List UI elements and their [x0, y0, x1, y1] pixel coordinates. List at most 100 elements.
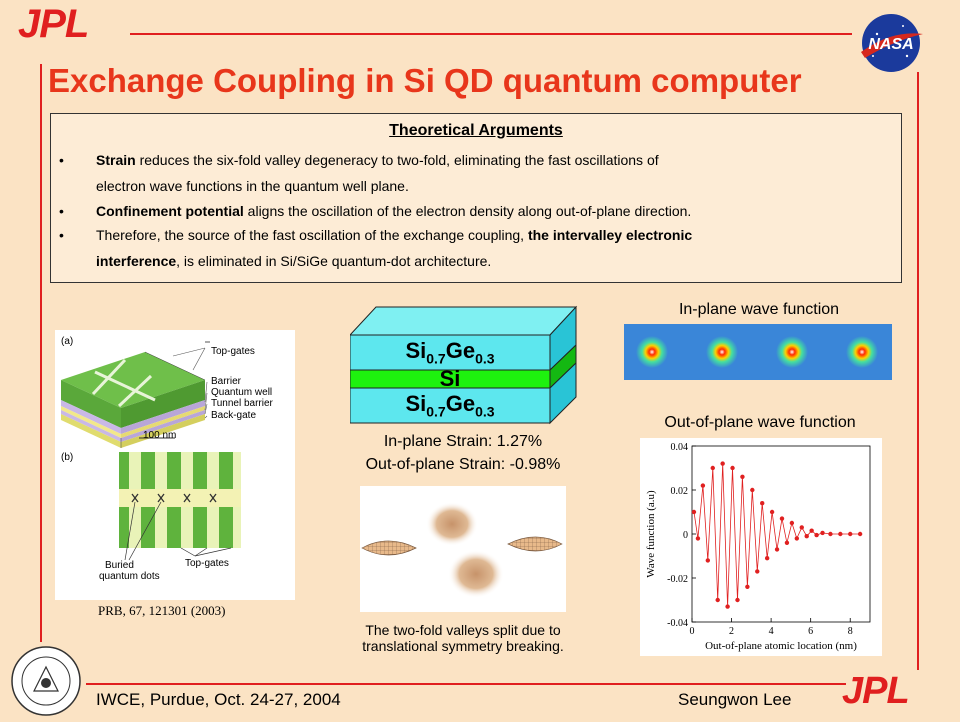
wave-data-point: [799, 525, 804, 530]
wave-data-point: [755, 569, 760, 574]
in-plane-title: In-plane wave function: [678, 301, 840, 318]
wave-data-point: [804, 534, 809, 539]
bottom-layer-ge: Ge: [445, 391, 476, 416]
wave-data-point: [789, 520, 795, 526]
wave-data-point: [740, 474, 745, 479]
bottom-layer-ge-fraction: 0.3: [475, 403, 495, 420]
bullet-text: reduces the six-fold valley degeneracy t…: [135, 152, 659, 168]
bottom-layer-si: Si: [405, 391, 427, 416]
wave-data-point: [705, 558, 711, 563]
nasa-logo-text: NASA: [868, 36, 913, 53]
wave-data-point: [774, 547, 780, 552]
bottom-layer-label: Si0.7Ge0.3: [350, 391, 550, 419]
label-back-gate: Back-gate: [211, 410, 257, 421]
x-tick-label: 0: [690, 626, 695, 637]
scale-bar-label: 100 nm: [143, 430, 177, 441]
wave-data-point: [710, 465, 715, 471]
top-layer-si: Si: [405, 338, 427, 363]
in-plane-image: [624, 324, 892, 380]
wave-data-point: [730, 465, 735, 471]
x-tick-label: 2: [729, 626, 734, 637]
top-layer-label: Si0.7Ge0.3: [350, 338, 550, 366]
footer-author: Seungwon Lee: [678, 690, 792, 709]
wave-data-point: [764, 556, 770, 561]
wave-data-point: [779, 516, 785, 521]
bottom-rule: [86, 683, 846, 685]
left-rule: [40, 64, 42, 642]
label-quantum-well: Quantum well: [211, 387, 273, 398]
arguments-box: Theoretical Arguments • Strain reduces t…: [50, 113, 902, 283]
wave-data-point: [848, 531, 853, 537]
bullet-strain: • Strain reduces the six-fold valley deg…: [59, 147, 879, 199]
valley-caption: The two-fold valleys split due to transl…: [318, 622, 608, 654]
strain-out-of-plane: Out-of-plane Strain: -0.98%: [365, 456, 561, 473]
wave-data-point: [725, 604, 730, 609]
bullet-bold: Confinement potential: [96, 203, 244, 219]
bullet-text: Therefore, the source of the fast oscill…: [96, 227, 528, 243]
x-tick-label: 8: [848, 626, 853, 637]
footer-event: IWCE, Purdue, Oct. 24-27, 2004: [96, 690, 341, 709]
top-layer-si-fraction: 0.7: [426, 350, 446, 367]
wave-data-point: [700, 483, 706, 488]
bullet-text: electron wave functions in the quantum w…: [96, 178, 409, 194]
wave-data-point: [814, 532, 819, 538]
wave-chart: 0.04 0.02 0 -0.02 -0.04 0 2 4 6 8 Wave function …: [640, 438, 882, 656]
caltech-seal: [10, 645, 82, 717]
wave-series-line: [693, 463, 861, 607]
label-buried: Buried: [105, 560, 134, 571]
jpl-logo-bottom: JPL: [842, 670, 910, 712]
bullet-dot: •: [59, 152, 64, 168]
out-of-plane-title: Out-of-plane wave function: [664, 414, 856, 431]
bullet-bold: interference: [96, 253, 177, 269]
page-title: Exchange Coupling in Si QD quantum compu…: [48, 62, 802, 99]
wave-data-point: [750, 487, 755, 493]
top-layer-ge: Ge: [445, 338, 476, 363]
wave-data-point: [735, 597, 740, 603]
wave-data-point: [838, 531, 843, 537]
top-rule: [130, 33, 852, 35]
wave-data-point: [857, 531, 863, 537]
device-figure: (a) Top-gates Barrier Quantum well Tunne…: [55, 330, 295, 600]
strain-in-plane: In-plane Strain: 1.27%: [383, 433, 543, 450]
valley-figure: [360, 486, 566, 612]
wave-data-point: [820, 530, 825, 536]
wave-data-point: [745, 584, 750, 589]
label-tunnel-barrier: Tunnel barrier: [211, 398, 273, 409]
jpl-logo-top: JPL: [18, 2, 89, 46]
y-tick-label: 0: [683, 530, 688, 541]
label-b: (b): [61, 452, 74, 463]
y-tick-label: -0.02: [667, 574, 688, 585]
layer-stack: Si0.7Ge0.3 Si Si0.7Ge0.3: [348, 305, 580, 425]
y-tick-label: 0.02: [671, 486, 689, 497]
middle-layer-label: Si: [439, 366, 461, 391]
wave-data-point: [809, 528, 814, 533]
x-tick-label: 6: [808, 626, 813, 637]
reference-citation: PRB, 67, 121301 (2003): [98, 603, 226, 618]
wave-data-point: [794, 536, 800, 541]
label-a: (a): [61, 336, 74, 347]
right-rule: [917, 72, 919, 670]
wave-data-point: [769, 509, 775, 515]
nasa-logo: NASA: [855, 12, 927, 74]
valley-caption-line-2: translational symmetry breaking.: [362, 638, 564, 654]
valley-caption-line-1: The two-fold valleys split due to: [365, 622, 561, 638]
label-top-gates-b: Top-gates: [185, 558, 229, 569]
bullet-dot: •: [59, 227, 64, 243]
bullet-therefore: • Therefore, the source of the fast osci…: [59, 222, 879, 274]
wave-data-point: [691, 509, 697, 515]
label-top-gates: Top-gates: [211, 346, 255, 357]
wave-data-point: [720, 461, 725, 466]
bullet-confinement: • Confinement potential aligns the oscil…: [59, 198, 879, 224]
wave-data-point: [784, 540, 790, 545]
y-tick-label: 0.04: [671, 442, 689, 453]
wave-data-point: [695, 536, 701, 541]
bullet-text: aligns the oscillation of the electron d…: [243, 203, 692, 219]
y-tick-label: -0.04: [667, 618, 688, 629]
wave-data-point: [760, 501, 765, 506]
wave-data-point: [828, 531, 833, 537]
label-quantum-dots: quantum dots: [99, 571, 160, 582]
bottom-layer-si-fraction: 0.7: [426, 403, 446, 420]
arguments-heading: Theoretical Arguments: [389, 122, 563, 139]
bullet-bold: the intervalley electronic: [527, 227, 693, 243]
y-axis-label: Wave function (a.u): [645, 490, 657, 578]
